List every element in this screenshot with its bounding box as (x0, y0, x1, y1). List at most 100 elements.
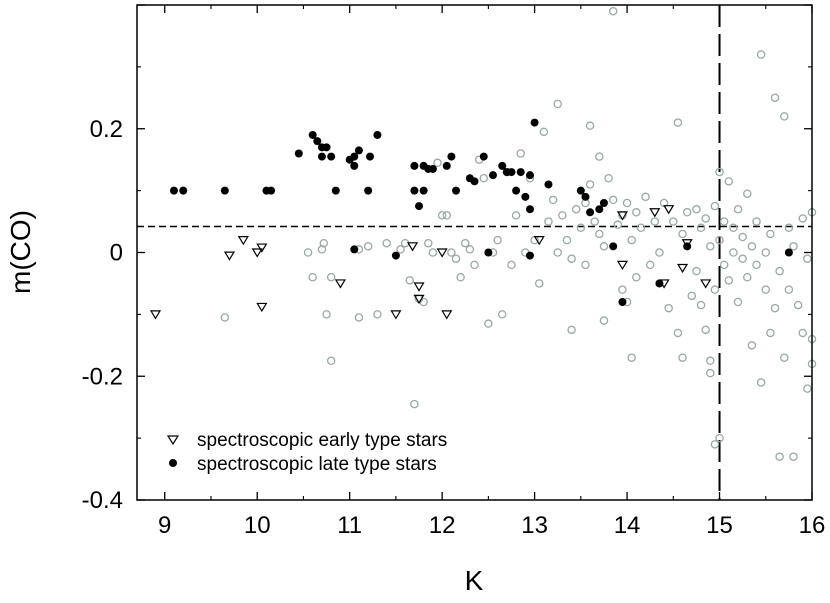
data-point-field-star (326, 272, 336, 282)
data-point-late-type (220, 186, 229, 195)
data-point-field-star (220, 313, 230, 322)
data-point-early-type (406, 242, 419, 252)
data-point-late-type (313, 137, 322, 146)
data-point-early-type (649, 208, 661, 218)
data-point-field-star (396, 245, 405, 254)
data-point-field-star (752, 260, 761, 270)
data-point-late-type (498, 161, 507, 170)
data-point-early-type (663, 205, 675, 215)
data-point-field-star (784, 223, 794, 232)
data-point-field-star (581, 260, 590, 270)
data-point-late-type (419, 186, 428, 195)
data-point-field-star (743, 272, 752, 282)
data-point-late-type (525, 171, 534, 180)
axis-tick-labels: 9 10 11 12 13 14 15 16 0.2 0 -0.2 -0.4 (82, 116, 826, 539)
data-point-field-star (303, 248, 313, 257)
x-tick-label: 12 (429, 512, 456, 539)
data-point-field-star (363, 242, 373, 251)
data-point-field-star (493, 235, 502, 245)
data-point-field-star (382, 238, 391, 248)
legend-early-type-label: spectroscopic early type stars (197, 430, 447, 451)
data-point-late-type (586, 208, 595, 217)
data-point-late-type (373, 130, 382, 139)
data-point-field-star (437, 211, 447, 220)
data-point-field-star (775, 266, 784, 276)
data-point-field-star (608, 6, 618, 16)
data-point-field-star (784, 285, 794, 294)
data-point-field-star (710, 285, 720, 294)
data-point-late-type (294, 149, 303, 158)
data-point-late-type (415, 202, 424, 211)
data-point-early-type (223, 251, 236, 261)
data-point-field-star (743, 189, 752, 198)
legend-early-type-marker (166, 435, 180, 446)
data-point-late-type (327, 152, 336, 161)
data-point-field-star (484, 319, 493, 328)
data-point-field-star (701, 325, 710, 335)
data-point-late-type (317, 152, 326, 161)
data-point-field-star (604, 173, 613, 183)
data-point-field-star (567, 254, 576, 263)
data-point-late-type (525, 251, 534, 260)
data-point-early-type (237, 236, 249, 246)
data-point-late-type (544, 180, 553, 189)
data-point-field-star (433, 158, 442, 168)
data-point-field-star (738, 232, 747, 242)
data-point-late-type (507, 168, 516, 177)
data-point-field-star (576, 223, 586, 232)
data-point-late-type (618, 298, 627, 306)
data-point-field-star (548, 195, 558, 205)
data-point-field-star (590, 217, 599, 226)
data-point-late-type (169, 186, 178, 195)
data-point-late-type (683, 242, 692, 251)
data-point-field-star (599, 242, 609, 251)
data-point-field-star (692, 204, 701, 214)
data-point-field-star (465, 245, 475, 254)
data-point-field-star (622, 198, 632, 208)
data-point-late-type (512, 186, 521, 195)
data-point-field-star (567, 325, 576, 335)
data-point-field-star (650, 217, 660, 226)
data-point-late-type (308, 130, 317, 139)
data-point-late-type (442, 161, 451, 170)
data-point-early-type (413, 282, 425, 292)
data-point-late-type (530, 118, 539, 127)
data-point-field-star (710, 440, 720, 449)
data-point-field-star (461, 238, 470, 248)
data-point-field-star (442, 211, 452, 220)
axes-frame (136, 4, 813, 501)
data-point-late-type (599, 199, 608, 207)
x-tick-label: 14 (614, 512, 641, 539)
data-point-field-star (595, 229, 604, 239)
data-point-field-star (803, 384, 812, 393)
data-point-field-star (470, 260, 479, 270)
data-point-early-type (533, 236, 545, 246)
data-point-field-star (678, 353, 687, 362)
data-point-field-star (632, 272, 641, 282)
data-point-late-type (322, 143, 331, 152)
data-point-field-star (516, 149, 525, 158)
data-point-late-type (428, 164, 437, 173)
data-point-field-star (632, 208, 641, 217)
data-point-early-type (256, 243, 268, 253)
data-point-late-type (576, 186, 585, 195)
data-point-field-star (673, 328, 683, 338)
data-point-field-star (562, 235, 572, 245)
data-point-late-type (609, 242, 618, 251)
data-point-field-star (715, 433, 724, 443)
axis-ticks (137, 4, 813, 501)
data-point-field-star (553, 99, 562, 109)
x-tick-label: 10 (244, 512, 271, 539)
data-point-field-star (756, 50, 766, 59)
data-point-field-star (789, 452, 798, 461)
data-point-field-star (497, 310, 507, 319)
data-point-late-type (447, 152, 456, 161)
data-point-field-star (770, 93, 780, 103)
reference-lines (137, 5, 812, 500)
data-point-field-star (636, 223, 646, 232)
data-point-late-type (354, 146, 363, 155)
data-point-field-star (715, 235, 724, 245)
data-markers (149, 6, 817, 461)
data-point-field-star (664, 303, 673, 313)
data-point-field-star (428, 248, 438, 257)
